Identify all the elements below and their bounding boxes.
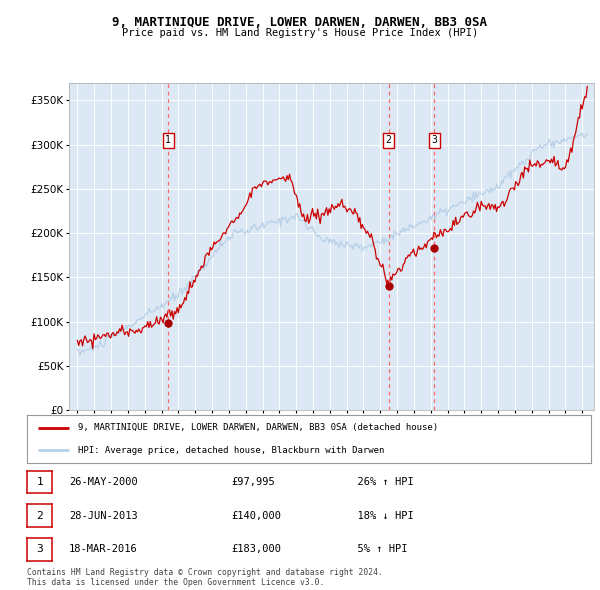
Text: 18% ↓ HPI: 18% ↓ HPI xyxy=(345,511,414,520)
Text: 9, MARTINIQUE DRIVE, LOWER DARWEN, DARWEN, BB3 0SA: 9, MARTINIQUE DRIVE, LOWER DARWEN, DARWE… xyxy=(113,16,487,29)
Text: 3: 3 xyxy=(431,135,437,145)
Text: 9, MARTINIQUE DRIVE, LOWER DARWEN, DARWEN, BB3 0SA (detached house): 9, MARTINIQUE DRIVE, LOWER DARWEN, DARWE… xyxy=(78,424,438,432)
Text: 1: 1 xyxy=(36,477,43,487)
Text: Price paid vs. HM Land Registry's House Price Index (HPI): Price paid vs. HM Land Registry's House … xyxy=(122,28,478,38)
Text: Contains HM Land Registry data © Crown copyright and database right 2024.
This d: Contains HM Land Registry data © Crown c… xyxy=(27,568,383,587)
Text: 26-MAY-2000: 26-MAY-2000 xyxy=(69,477,138,487)
Text: 28-JUN-2013: 28-JUN-2013 xyxy=(69,511,138,520)
Text: HPI: Average price, detached house, Blackburn with Darwen: HPI: Average price, detached house, Blac… xyxy=(78,445,384,454)
Text: 2: 2 xyxy=(36,511,43,520)
Text: £97,995: £97,995 xyxy=(231,477,275,487)
Text: 3: 3 xyxy=(36,545,43,554)
Text: 5% ↑ HPI: 5% ↑ HPI xyxy=(345,545,407,554)
Text: 18-MAR-2016: 18-MAR-2016 xyxy=(69,545,138,554)
Text: £140,000: £140,000 xyxy=(231,511,281,520)
Text: £183,000: £183,000 xyxy=(231,545,281,554)
Text: 26% ↑ HPI: 26% ↑ HPI xyxy=(345,477,414,487)
Text: 1: 1 xyxy=(166,135,171,145)
Text: 2: 2 xyxy=(386,135,391,145)
